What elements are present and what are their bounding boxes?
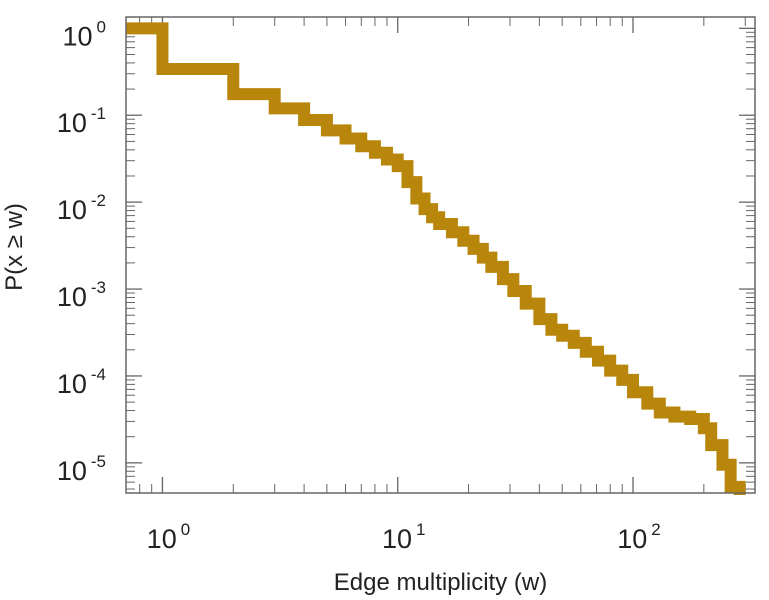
y-tick-label: 10 -3 bbox=[57, 278, 106, 312]
minor-ticks bbox=[125, 17, 755, 493]
series-line bbox=[126, 22, 746, 495]
y-tick-label: 10 0 bbox=[62, 17, 106, 51]
tick-labels: 10 0 10 1 10 2 10 0 10 -1 10 -2 10 -3 10 -4 10 -5 bbox=[57, 17, 661, 554]
y-tick-label: 10 -2 bbox=[57, 191, 106, 225]
x-tick-label: 10 2 bbox=[617, 520, 661, 554]
y-tick-label: 10 -5 bbox=[57, 452, 106, 486]
major-ticks bbox=[126, 17, 755, 493]
plot-frame bbox=[125, 16, 756, 494]
y-axis-label: P(x ≥ w) bbox=[1, 203, 28, 291]
y-tick-label: 10 -4 bbox=[57, 365, 106, 399]
series-layer bbox=[126, 22, 746, 495]
x-axis-label: Edge multiplicity (w) bbox=[334, 569, 547, 596]
x-tick-label: 10 1 bbox=[382, 520, 426, 554]
x-tick-label: 10 0 bbox=[147, 520, 191, 554]
y-tick-label: 10 -1 bbox=[57, 104, 106, 138]
